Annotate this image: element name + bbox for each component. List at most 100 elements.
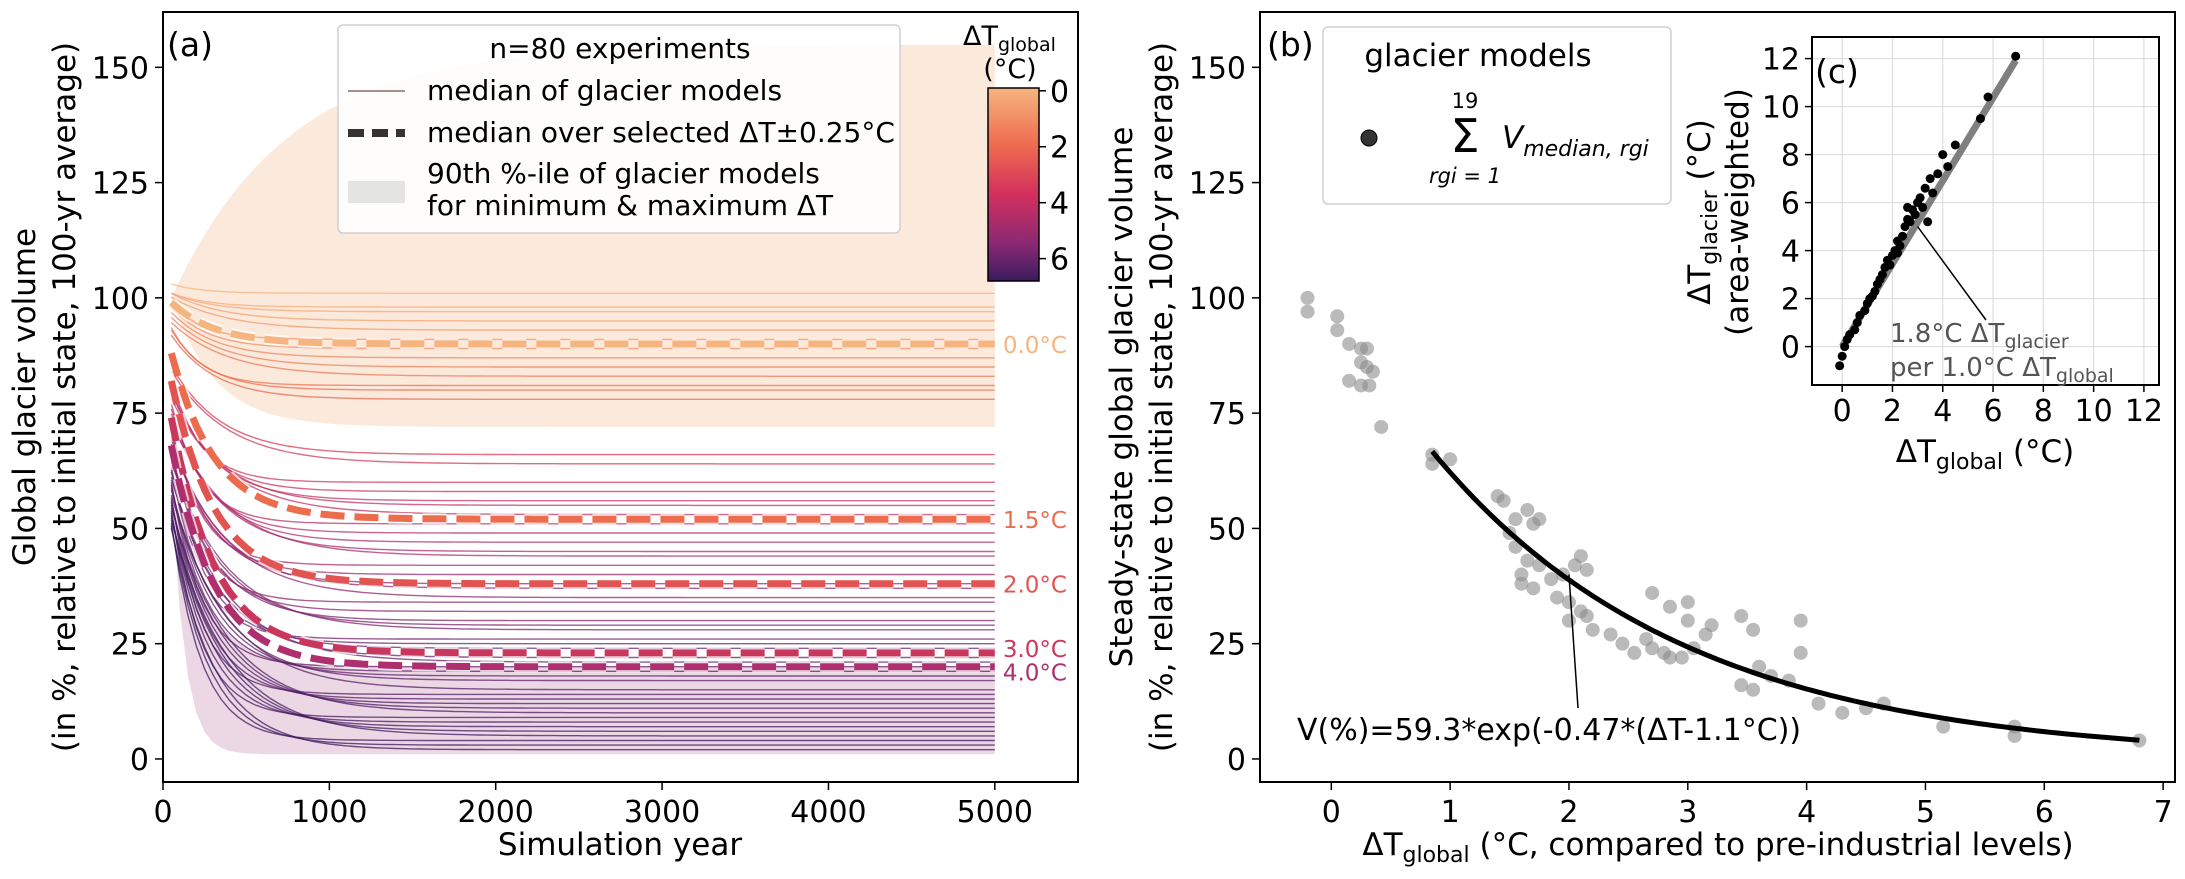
x-tick-label: 2 <box>1559 795 1578 830</box>
scatter-point <box>2007 728 2022 743</box>
inset-scatter-point <box>1915 193 1925 203</box>
experiment-median-line <box>170 510 995 719</box>
scatter-point <box>1573 549 1588 564</box>
inset-scatter-point <box>1860 306 1870 316</box>
scatter-point <box>1365 364 1380 379</box>
scatter-point <box>1603 627 1618 642</box>
selected-median-line <box>167 380 995 588</box>
inset-scatter-point <box>1983 92 1993 102</box>
x-tick-label: 10 <box>2075 394 2113 429</box>
panel-a-letter: (a) <box>167 25 213 64</box>
scatter-point <box>1793 613 1808 628</box>
y-tick-label: 100 <box>92 282 149 317</box>
x-tick-label: 2 <box>1883 394 1902 429</box>
scatter-point <box>1425 456 1440 471</box>
experiment-median-line <box>170 398 995 516</box>
inset-annotation-arrow <box>1917 226 1987 321</box>
x-tick-label: 1000 <box>291 795 367 830</box>
inset-scatter-point <box>1852 318 1862 328</box>
inset-scatter-point <box>1885 260 1895 270</box>
y-tick-label: 2 <box>1781 283 1800 318</box>
inset-scatter-point <box>1918 202 1928 212</box>
experiment-median-line <box>170 451 995 613</box>
panel-c-ylabel-line1: ΔTglacier (°C) <box>1682 119 1723 305</box>
scatter-point <box>1362 378 1377 393</box>
scatter-point <box>1526 581 1541 596</box>
x-tick-label: 0 <box>1833 394 1852 429</box>
experiment-median-line <box>170 296 995 331</box>
y-tick-label: 125 <box>92 167 149 202</box>
y-tick-label: 150 <box>1189 51 1246 86</box>
experiment-median-line <box>170 421 995 557</box>
colorbar: ΔTglobal (°C) 0 2 4 6 <box>963 21 1069 282</box>
y-tick-label: 12 <box>1762 43 1800 78</box>
scatter-point <box>1645 641 1660 656</box>
scatter-point <box>1698 627 1713 642</box>
y-tick-label: 8 <box>1781 139 1800 174</box>
scatter-point <box>1674 650 1689 665</box>
scatter-point <box>1496 493 1511 508</box>
y-tick-label: 125 <box>1189 167 1246 202</box>
scatter-point <box>1374 419 1389 434</box>
y-tick-label: 4 <box>1781 235 1800 270</box>
fit-equation: V(%)=59.3*exp(-0.47*(ΔT-1.1°C)) <box>1297 713 1801 748</box>
legend-b-sum-bottom: rgi = 1 <box>1429 164 1501 188</box>
experiment-median-line <box>170 444 995 599</box>
y-tick-label: 100 <box>1189 282 1246 317</box>
experiment-median-line <box>170 461 995 631</box>
experiment-median-line <box>170 418 995 553</box>
experiment-median-line <box>170 446 995 603</box>
selected-median-line <box>167 352 995 523</box>
experiment-median-line <box>170 311 995 359</box>
scatter-point <box>1746 682 1761 697</box>
inset-scatter-point <box>1837 351 1847 361</box>
x-tick-label: 7 <box>2154 795 2173 830</box>
x-tick-label: 3 <box>1678 795 1697 830</box>
band-max-dt <box>171 482 995 755</box>
inset-scatter-point <box>1867 291 1877 301</box>
line-label: 0.0°C <box>1003 333 1067 359</box>
scatter-point <box>1443 452 1458 467</box>
y-tick-label: 10 <box>1762 91 1800 126</box>
panel-b-ylabel-line2: (in %, relative to initial state, 100-yr… <box>1144 42 1180 752</box>
inset-scatter-point <box>2011 51 2021 61</box>
y-tick-label: 25 <box>1208 628 1246 663</box>
legend-title: n=80 experiments <box>489 32 750 65</box>
legend-selected-label: median over selected ΔT±0.25°C <box>427 116 895 149</box>
experiment-median-line <box>170 507 995 714</box>
experiment-median-line <box>170 292 995 322</box>
x-tick-label: 2000 <box>458 795 534 830</box>
x-tick-label: 1 <box>1441 795 1460 830</box>
scatter-point <box>1645 585 1660 600</box>
inset-scatter-point <box>1905 217 1915 227</box>
experiment-median-line <box>170 413 995 543</box>
scatter-point <box>1680 595 1695 610</box>
inset-scatter-point <box>1877 270 1887 280</box>
scatter-point <box>1579 609 1594 624</box>
inset-scatter-point <box>1933 169 1943 179</box>
scatter-point <box>1330 323 1345 338</box>
scatter-point <box>1627 645 1642 660</box>
experiment-median-line <box>170 527 995 751</box>
experiment-median-line <box>170 489 995 682</box>
experiment-median-line <box>170 329 995 391</box>
experiment-median-line <box>170 517 995 732</box>
colorbar-tick-label: 6 <box>1050 243 1069 278</box>
experiment-median-line <box>170 408 995 534</box>
panel-a-legend: n=80 experiments median of glacier model… <box>337 24 901 234</box>
inset-scatter-point <box>1903 202 1913 212</box>
inset-scatter-point <box>1925 174 1935 184</box>
experiment-median-line <box>170 365 995 456</box>
inset-scatter-point <box>1920 183 1930 193</box>
inset-scatter-point <box>1898 231 1908 241</box>
inset-scatter-point <box>1895 241 1905 251</box>
panel-a-xlabel: Simulation year <box>498 827 742 863</box>
x-tick-label: 6 <box>2035 795 2054 830</box>
experiment-median-line <box>170 321 995 377</box>
experiment-median-line <box>170 327 995 387</box>
experiment-median-line <box>170 403 995 525</box>
inset-annotation-line2: per 1.0°C ΔTglobal <box>1890 353 2114 387</box>
y-tick-label: 75 <box>111 397 149 432</box>
scatter-point <box>1561 595 1576 610</box>
